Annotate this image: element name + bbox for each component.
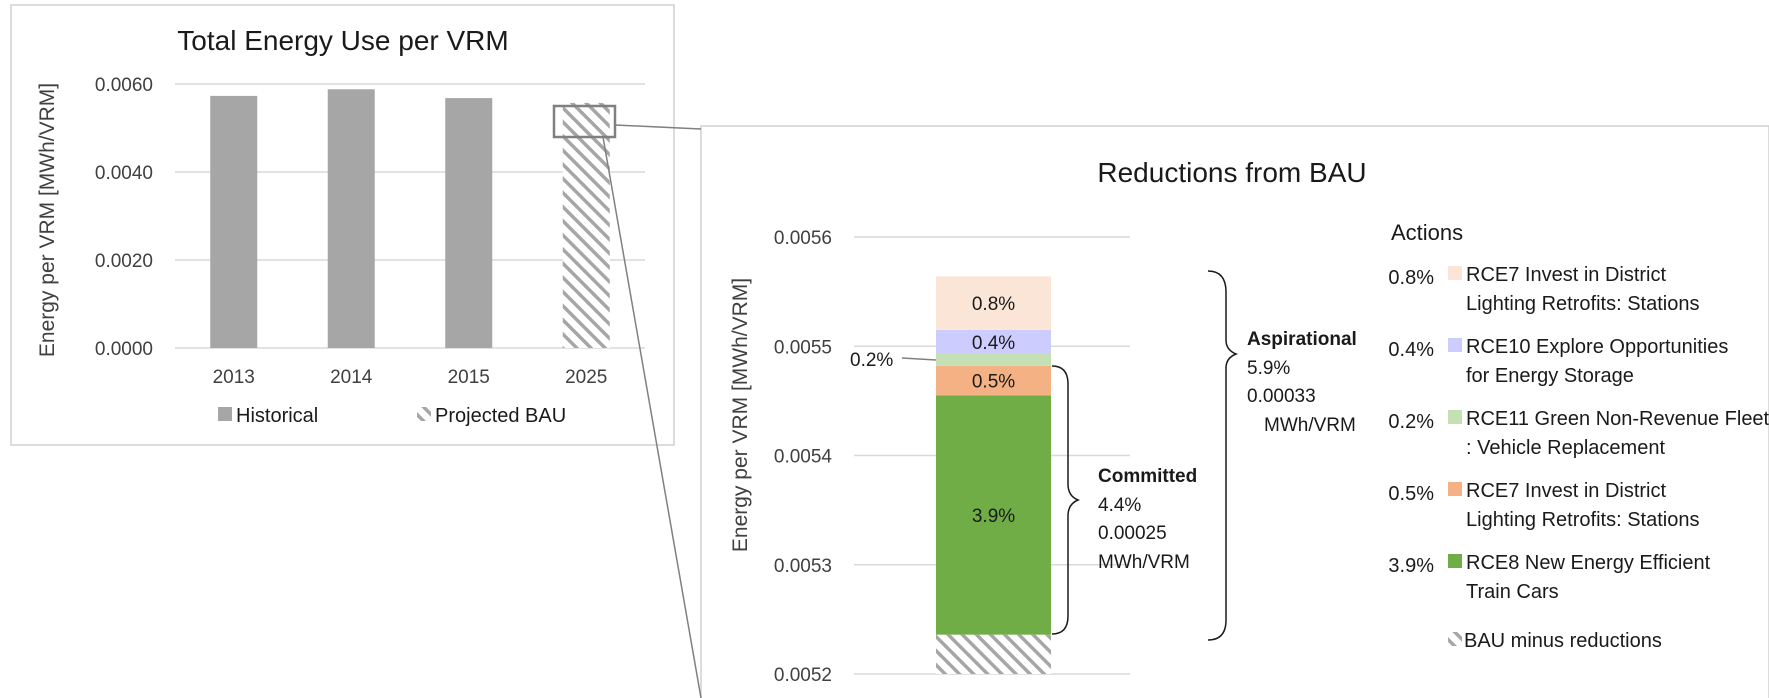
- legend-pct: 0.8%: [1388, 267, 1434, 289]
- right-y-axis-label: Energy per VRM [MWh/VRM]: [729, 278, 752, 552]
- left-y-tick-label: 0.0040: [95, 163, 153, 184]
- left-y-tick-labels: 0.0000 0.0020 0.0040 0.0060: [95, 75, 153, 360]
- right-stacked-bar: [936, 276, 1051, 674]
- legend-label: RCE7 Invest in District Lighting Retrofit…: [1466, 264, 1699, 315]
- legend-label: RCE10 Explore Opportunities for Energy St…: [1466, 336, 1728, 387]
- zoom-connector-top: [614, 124, 702, 130]
- left-y-tick-label: 0.0020: [95, 251, 153, 272]
- aspirational-brace: [1207, 270, 1239, 641]
- legend-swatch-historical: [218, 407, 232, 421]
- right-chart-frame: [700, 125, 1769, 698]
- committed-pct: 4.4%: [1098, 495, 1141, 516]
- aspirational-label: Aspirational: [1247, 329, 1357, 350]
- small-segment-leader-line: [901, 357, 937, 361]
- legend-swatch: [1448, 554, 1462, 568]
- legend-pct: 3.9%: [1388, 555, 1434, 577]
- committed-label: Committed: [1098, 466, 1197, 487]
- right-chart: Reductions from BAU Energy per VRM [MWh/…: [700, 125, 1769, 698]
- left-x-tick-label: 2014: [330, 367, 373, 388]
- right-chart-title: Reductions from BAU: [1097, 157, 1366, 188]
- legend-swatch-projected-bau: [417, 407, 431, 421]
- segment-bar: [936, 276, 1051, 330]
- bar-historical: [445, 98, 493, 348]
- legend-swatch-bau-minus-reductions: [1448, 632, 1462, 646]
- aspirational-unit: MWh/VRM: [1264, 415, 1356, 436]
- legend-pct: 0.5%: [1388, 483, 1434, 505]
- right-segment-labels: 3.9% 0.5% 0.4% 0.8%: [972, 294, 1015, 527]
- segment-bar: [936, 353, 1051, 366]
- bar-historical: [210, 95, 258, 348]
- left-chart-title: Total Energy Use per VRM: [177, 25, 508, 56]
- legend-label: RCE8 New Energy Efficient Train Cars: [1466, 552, 1711, 603]
- segment-bar: [936, 365, 1051, 396]
- committed-value: 0.00025: [1098, 523, 1167, 544]
- right-y-tick-labels: 0.0052 0.0053 0.0054 0.0055 0.0056: [774, 228, 833, 686]
- zoom-highlight-box: [552, 104, 617, 139]
- left-chart: Total Energy Use per VRM Energy per VRM …: [10, 4, 675, 446]
- left-x-tick-label: 2013: [213, 367, 255, 388]
- bar-historical: [327, 89, 375, 348]
- legend-label: RCE11 Green Non-Revenue Fleet: Vehicle R…: [1466, 408, 1769, 459]
- left-x-tick-label: 2015: [448, 367, 490, 388]
- legend-swatch: [1448, 338, 1462, 352]
- aspirational-value: 0.00033: [1247, 386, 1316, 407]
- legend-label-bau-minus-reductions: BAU minus reductions: [1464, 630, 1662, 652]
- segment-bau-minus-reductions: [936, 634, 1051, 674]
- left-x-tick-labels: 2013 2014 2015 2025: [213, 367, 608, 388]
- left-y-axis-label: Energy per VRM [MWh/VRM]: [36, 83, 59, 357]
- legend-swatch: [1448, 266, 1462, 280]
- right-y-tick-label: 0.0052: [774, 665, 832, 686]
- segment-bar: [936, 329, 1051, 354]
- legend-swatch: [1448, 482, 1462, 496]
- actions-legend: 0.8% RCE7 Invest in District Lighting Retr…: [1388, 264, 1769, 603]
- legend-swatch: [1448, 410, 1462, 424]
- legend-label: RCE7 Invest in District Lighting Retrofit…: [1466, 480, 1699, 531]
- aspirational-pct: 5.9%: [1247, 358, 1290, 379]
- right-y-tick-label: 0.0053: [774, 556, 832, 577]
- legend-label-projected-bau: Projected BAU: [435, 405, 566, 427]
- segment-label: 0.8%: [972, 294, 1015, 315]
- segment-label: 0.4%: [972, 333, 1015, 354]
- left-bars: [210, 89, 610, 348]
- left-x-tick-label: 2025: [565, 367, 607, 388]
- legend-pct: 0.2%: [1388, 411, 1434, 433]
- legend-label-historical: Historical: [236, 405, 318, 427]
- segment-label-outside: 0.2%: [850, 350, 893, 371]
- left-legend: Historical Projected BAU: [218, 405, 566, 427]
- segment-label: 0.5%: [972, 372, 1015, 393]
- right-y-tick-label: 0.0054: [774, 447, 833, 468]
- legend-pct: 0.4%: [1388, 339, 1434, 361]
- right-y-tick-label: 0.0055: [774, 337, 832, 358]
- left-y-tick-label: 0.0060: [95, 75, 153, 96]
- segment-bar: [936, 395, 1051, 635]
- committed-brace: [1051, 365, 1081, 635]
- committed-unit: MWh/VRM: [1098, 552, 1190, 573]
- left-y-tick-label: 0.0000: [95, 339, 153, 360]
- zoom-connector-bottom: [602, 136, 702, 698]
- actions-legend-title: Actions: [1391, 220, 1463, 245]
- right-y-tick-label: 0.0056: [774, 228, 832, 249]
- segment-label: 3.9%: [972, 506, 1015, 527]
- bar-projected-bau: [562, 102, 610, 348]
